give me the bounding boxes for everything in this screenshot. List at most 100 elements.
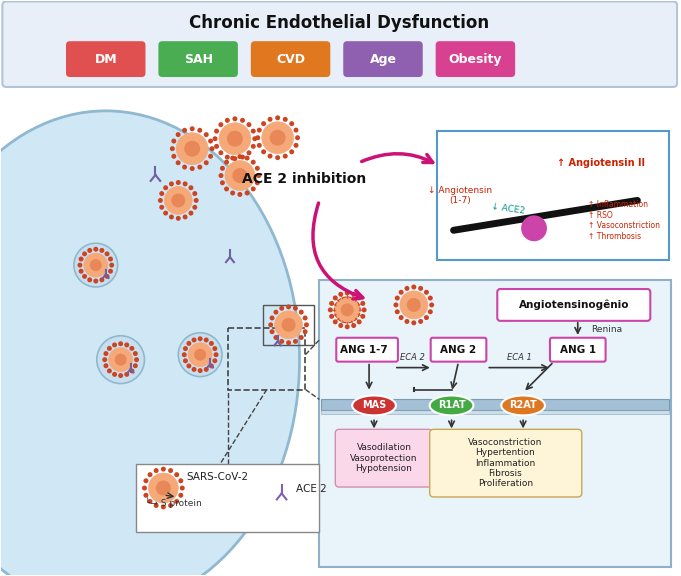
Circle shape [286, 340, 291, 345]
Text: ANG 2: ANG 2 [441, 344, 477, 355]
Circle shape [102, 357, 107, 362]
Circle shape [176, 160, 180, 165]
Text: MAS: MAS [362, 400, 386, 411]
Circle shape [182, 128, 187, 133]
Circle shape [257, 143, 262, 148]
Circle shape [74, 243, 118, 287]
Text: ACE 2: ACE 2 [296, 484, 326, 494]
Circle shape [172, 154, 176, 159]
FancyBboxPatch shape [319, 280, 671, 567]
Circle shape [405, 286, 409, 291]
Circle shape [244, 156, 250, 161]
Circle shape [238, 192, 242, 197]
FancyBboxPatch shape [136, 464, 319, 532]
Circle shape [220, 180, 225, 185]
Circle shape [329, 301, 334, 306]
Circle shape [172, 194, 185, 207]
Circle shape [108, 256, 113, 262]
Circle shape [225, 161, 255, 191]
Circle shape [161, 505, 166, 509]
Circle shape [351, 323, 356, 328]
Circle shape [190, 166, 195, 171]
Circle shape [411, 320, 416, 325]
Circle shape [148, 473, 178, 503]
Circle shape [168, 503, 173, 508]
Circle shape [209, 341, 214, 346]
Circle shape [187, 363, 191, 369]
Text: R1AT: R1AT [438, 400, 465, 411]
Circle shape [118, 341, 123, 346]
Circle shape [204, 132, 209, 137]
Circle shape [274, 335, 279, 340]
Ellipse shape [0, 111, 300, 576]
Circle shape [293, 339, 298, 344]
Circle shape [208, 139, 213, 143]
Circle shape [191, 338, 197, 343]
Text: ECA 2: ECA 2 [400, 353, 425, 362]
Circle shape [275, 115, 280, 120]
Circle shape [345, 324, 350, 329]
Circle shape [212, 358, 217, 363]
Circle shape [182, 165, 187, 169]
Circle shape [208, 154, 213, 159]
Circle shape [99, 277, 104, 282]
FancyBboxPatch shape [550, 338, 605, 362]
Circle shape [204, 338, 208, 343]
Circle shape [204, 367, 208, 372]
Circle shape [251, 144, 256, 149]
Text: ACE 2 inhibition: ACE 2 inhibition [242, 172, 366, 185]
Circle shape [118, 373, 123, 378]
Text: CVD: CVD [276, 52, 305, 66]
Circle shape [134, 357, 139, 362]
Circle shape [360, 301, 365, 306]
Circle shape [289, 121, 294, 126]
Circle shape [192, 205, 197, 210]
Circle shape [78, 269, 84, 274]
Circle shape [172, 139, 176, 143]
Circle shape [176, 132, 208, 165]
Circle shape [219, 150, 223, 156]
Circle shape [274, 311, 302, 339]
Circle shape [124, 343, 129, 347]
Circle shape [87, 277, 92, 282]
Circle shape [302, 316, 308, 320]
Circle shape [164, 187, 192, 214]
Circle shape [191, 367, 197, 372]
Circle shape [304, 323, 309, 327]
Circle shape [189, 211, 193, 215]
Circle shape [251, 187, 256, 191]
Circle shape [183, 214, 187, 219]
Circle shape [156, 480, 171, 495]
Circle shape [107, 369, 112, 373]
Circle shape [299, 310, 304, 314]
Circle shape [178, 333, 222, 377]
Circle shape [405, 319, 409, 324]
Circle shape [183, 358, 188, 363]
Circle shape [112, 343, 117, 347]
Circle shape [338, 323, 343, 328]
Circle shape [340, 304, 353, 316]
Circle shape [418, 286, 423, 291]
Circle shape [209, 363, 214, 369]
Text: ↑ Inflammation
↑ RSO
↑ Vasoconstriction
↑ Thrombosis: ↑ Inflammation ↑ RSO ↑ Vasoconstriction … [588, 200, 660, 241]
Circle shape [232, 156, 238, 161]
Circle shape [333, 295, 338, 301]
FancyBboxPatch shape [343, 41, 423, 77]
FancyBboxPatch shape [430, 338, 486, 362]
Circle shape [299, 335, 304, 340]
Circle shape [129, 346, 134, 351]
Circle shape [418, 319, 423, 324]
Ellipse shape [430, 396, 473, 415]
FancyBboxPatch shape [159, 41, 238, 77]
Text: SARS-CoV-2: SARS-CoV-2 [186, 472, 249, 482]
Circle shape [224, 187, 229, 191]
Circle shape [129, 369, 134, 373]
Circle shape [105, 274, 110, 279]
Circle shape [295, 135, 300, 140]
Circle shape [351, 292, 356, 297]
Circle shape [104, 363, 108, 368]
Ellipse shape [352, 396, 396, 415]
Circle shape [163, 185, 168, 190]
Circle shape [334, 297, 360, 323]
Circle shape [197, 368, 203, 373]
